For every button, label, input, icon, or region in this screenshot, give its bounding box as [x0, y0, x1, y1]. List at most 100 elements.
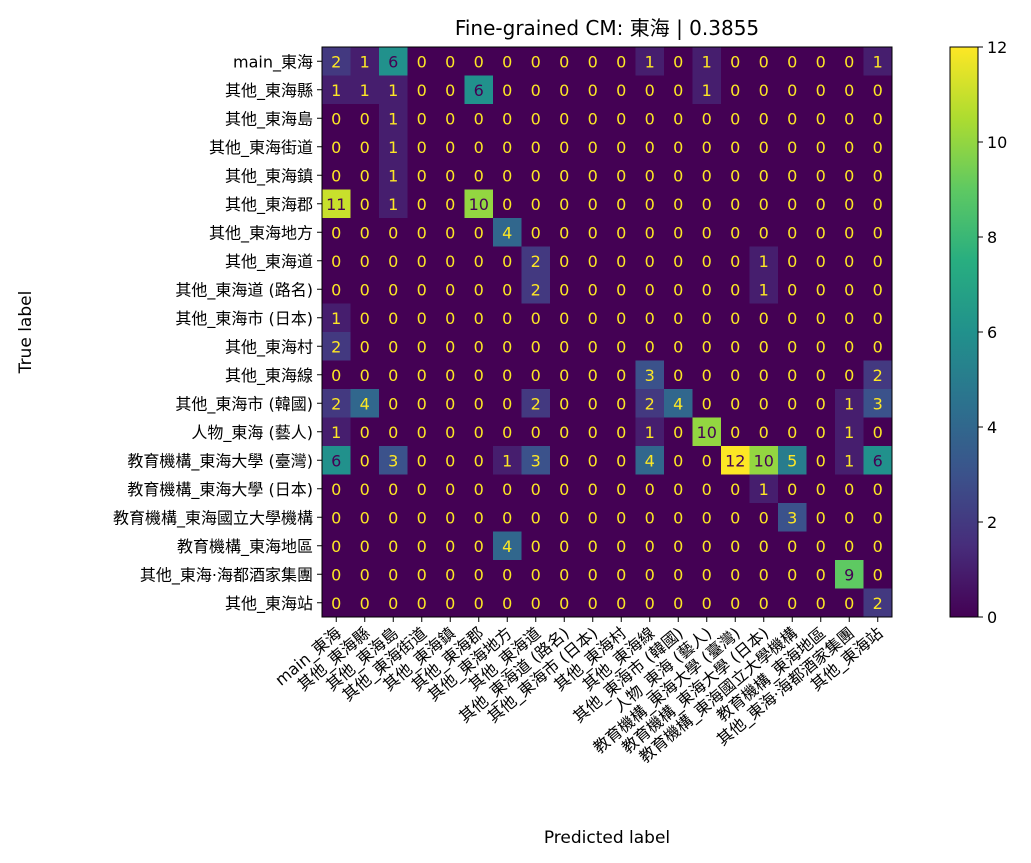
heatmap-cell	[635, 531, 665, 561]
cell-value-label: 0	[673, 508, 683, 527]
cell-value-label: 0	[787, 52, 797, 71]
cell-value-label: 0	[787, 537, 797, 556]
cell-value-label: 0	[702, 195, 712, 214]
heatmap-cell	[436, 104, 465, 133]
heatmap-cell	[436, 588, 465, 618]
heatmap-cell	[521, 360, 551, 390]
heatmap-cell	[749, 218, 779, 247]
cell-value-label: 0	[616, 138, 626, 157]
heatmap-cell	[835, 332, 864, 361]
cell-value-label: 0	[588, 309, 598, 328]
heatmap-cell	[749, 47, 779, 76]
heatmap-cell	[379, 47, 408, 76]
cell-value-label: 2	[331, 394, 341, 413]
heatmap-cell	[835, 104, 864, 133]
cell-value-label: 0	[531, 480, 541, 499]
cell-value-label: 1	[331, 81, 341, 100]
heatmap-cell	[493, 161, 522, 190]
cell-value-label: 0	[844, 480, 854, 499]
cell-value-label: 5	[787, 451, 797, 470]
heatmap-cell	[664, 417, 693, 447]
heatmap-cell	[806, 417, 836, 447]
heatmap-cell	[379, 588, 408, 618]
heatmap-cell	[493, 446, 522, 475]
cell-value-label: 1	[331, 309, 341, 328]
heatmap-cell	[379, 332, 408, 361]
heatmap-cell	[407, 560, 437, 589]
cell-value-label: 0	[502, 166, 512, 185]
cell-value-label: 0	[873, 480, 883, 499]
cell-value-label: 0	[730, 138, 740, 157]
heatmap-cell	[436, 189, 465, 219]
heatmap-cell	[778, 189, 807, 219]
heatmap-cell	[607, 531, 636, 561]
cell-value-label: 0	[702, 166, 712, 185]
y-tick-label: 其他_東海市 (韓國)	[175, 394, 313, 414]
cell-value-label: 0	[616, 280, 626, 299]
cell-value-label: 0	[702, 223, 712, 242]
cell-value-label: 0	[417, 109, 427, 128]
cell-value-label: 0	[360, 223, 370, 242]
cell-value-label: 3	[531, 451, 541, 470]
heatmap-cell	[778, 588, 807, 618]
cell-value-label: 0	[531, 366, 541, 385]
heatmap-cell	[692, 47, 722, 76]
cell-value-label: 0	[816, 451, 826, 470]
heatmap-cell	[322, 246, 351, 276]
heatmap-cell	[749, 104, 779, 133]
heatmap-cell	[664, 332, 693, 361]
cell-value-label: 0	[559, 195, 569, 214]
heatmap-cell	[521, 189, 551, 219]
cell-value-label: 0	[816, 337, 826, 356]
heatmap-cell	[350, 446, 380, 475]
heatmap-cell	[322, 360, 351, 390]
heatmap-cell	[863, 161, 893, 190]
cell-value-label: 0	[787, 280, 797, 299]
cell-value-label: 0	[673, 537, 683, 556]
cell-value-label: 4	[502, 537, 512, 556]
cell-value-label: 0	[331, 109, 341, 128]
cell-value-label: 1	[844, 451, 854, 470]
heatmap-cell	[521, 389, 551, 418]
cell-value-label: 0	[816, 537, 826, 556]
heatmap-cell	[550, 588, 579, 618]
heatmap-cell	[550, 389, 579, 418]
heatmap-cell	[464, 446, 494, 475]
cell-value-label: 0	[474, 565, 484, 584]
heatmap-cell	[664, 360, 693, 390]
cell-value-label: 0	[388, 366, 398, 385]
cell-value-label: 0	[331, 594, 341, 613]
cell-value-label: 0	[844, 52, 854, 71]
cell-value-label: 0	[417, 537, 427, 556]
heatmap-cell	[521, 531, 551, 561]
heatmap-cell	[521, 332, 551, 361]
heatmap-cell	[806, 275, 836, 304]
heatmap-cell	[778, 503, 807, 532]
heatmap-cell	[835, 446, 864, 475]
heatmap-cell	[493, 389, 522, 418]
cell-value-label: 0	[360, 423, 370, 442]
cell-value-label: 0	[360, 109, 370, 128]
cell-value-label: 0	[502, 280, 512, 299]
cell-value-label: 0	[759, 394, 769, 413]
heatmap-cell	[322, 560, 351, 589]
heatmap-cell	[493, 75, 522, 105]
cell-value-label: 0	[730, 423, 740, 442]
heatmap-cell	[350, 75, 380, 105]
heatmap-cell	[550, 75, 579, 105]
y-tick-label: 其他_東海站	[225, 594, 313, 614]
cell-value-label: 0	[417, 81, 427, 100]
heatmap-cell	[835, 503, 864, 532]
heatmap-cell	[635, 189, 665, 219]
cell-value-label: 0	[759, 81, 769, 100]
heatmap-cell	[322, 332, 351, 361]
heatmap-cell	[635, 161, 665, 190]
heatmap-cell	[578, 75, 608, 105]
cell-value-label: 0	[645, 81, 655, 100]
cell-value-label: 0	[673, 81, 683, 100]
y-tick-label: 其他_東海郡	[225, 195, 313, 215]
cell-value-label: 3	[873, 394, 883, 413]
cell-value-label: 0	[588, 223, 598, 242]
cell-value-label: 0	[559, 138, 569, 157]
cell-value-label: 0	[816, 394, 826, 413]
